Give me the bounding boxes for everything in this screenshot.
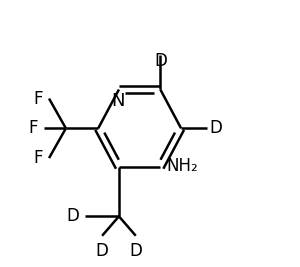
Text: NH₂: NH₂ [167, 157, 199, 175]
Text: D: D [129, 242, 142, 260]
Text: F: F [33, 89, 43, 108]
Text: N: N [111, 92, 124, 110]
Text: D: D [209, 119, 222, 137]
Text: D: D [66, 207, 79, 225]
Text: F: F [28, 119, 38, 137]
Text: D: D [96, 242, 109, 260]
Text: D: D [154, 52, 167, 70]
Text: F: F [33, 149, 43, 167]
